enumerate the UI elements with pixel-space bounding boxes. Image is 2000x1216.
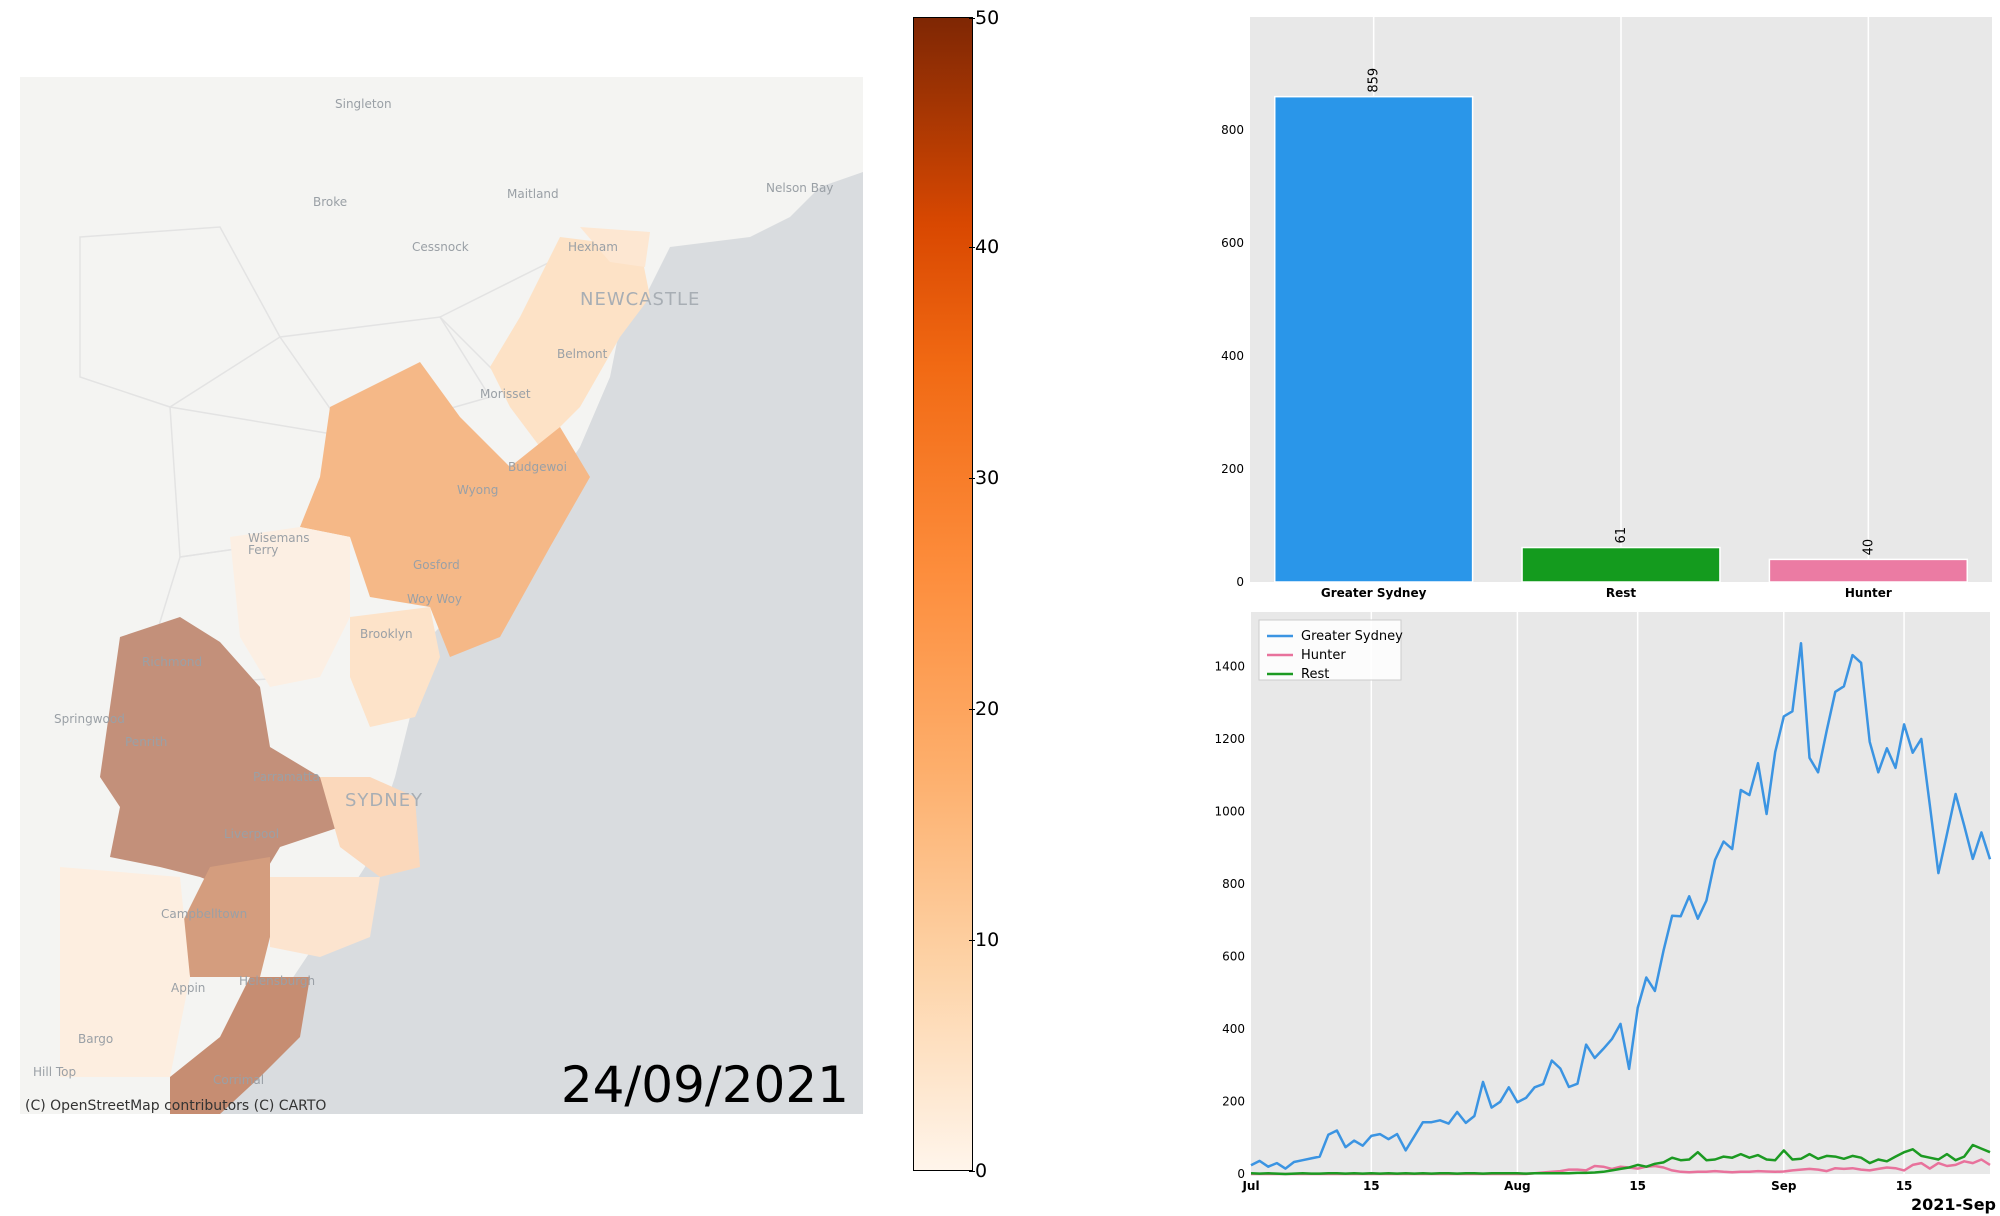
- line-plot-background: [1251, 612, 1990, 1174]
- line-y-tick-label: 400: [1222, 1022, 1245, 1036]
- place-label: Springwood: [54, 712, 125, 726]
- place-label: Cessnock: [412, 240, 469, 254]
- place-label: Singleton: [335, 97, 392, 111]
- region-central-coast: [300, 362, 590, 657]
- map-date: 24/09/2021: [560, 1055, 849, 1114]
- region-sutherland: [270, 877, 380, 957]
- place-label: Belmont: [557, 347, 608, 361]
- colorbar-tick: 30: [968, 467, 1000, 489]
- bar-y-tick-label: 200: [1221, 462, 1244, 476]
- colorbar-tick: 20: [968, 698, 1000, 720]
- region-port-stephens: [580, 227, 650, 267]
- place-label: Corrimal: [213, 1073, 265, 1087]
- bar-category-label: Hunter: [1845, 586, 1892, 600]
- place-label: Morisset: [480, 387, 531, 401]
- place-label: Woy Woy: [407, 592, 463, 606]
- line-y-tick-label: 800: [1222, 877, 1245, 891]
- line-legend: [1258, 619, 1402, 681]
- place-label: Liverpool: [224, 827, 280, 841]
- line-series-rest: [1250, 1143, 1991, 1176]
- place-label: Richmond: [142, 655, 203, 669]
- place-label: Nelson Bay: [766, 181, 834, 195]
- line-y-tick-label: 0: [1237, 1167, 1245, 1181]
- bar-value-label: 40: [1861, 539, 1876, 556]
- line-y-tick-label: 200: [1222, 1094, 1245, 1108]
- bar: [1521, 546, 1721, 583]
- line-x-tick-label: Jul: [1241, 1179, 1259, 1193]
- bar-y-tick-label: 800: [1221, 123, 1244, 137]
- place-label: Hexham: [568, 240, 618, 254]
- colorbar-tick: 50: [968, 7, 1000, 29]
- colorbar-tick: 10: [968, 929, 1000, 951]
- line-x-tick-label: Sep: [1771, 1179, 1797, 1193]
- place-label: Brooklyn: [360, 627, 413, 641]
- legend-label: Rest: [1301, 667, 1329, 682]
- line-y-tick-label: 600: [1222, 949, 1245, 963]
- line-chart: Jul 15 Aug 15 Sep 15 2021-Sep 0 200 400 600 800 1000…: [1214, 612, 1996, 1214]
- map-canvas: [20, 77, 863, 1114]
- place-label: Maitland: [507, 187, 559, 201]
- region-wollondilly: [60, 867, 190, 1077]
- line-x-tick-label: Aug: [1504, 1179, 1530, 1193]
- bar: [1768, 558, 1969, 583]
- region-campbelltown: [180, 857, 270, 977]
- place-label: NEWCASTLE: [580, 289, 701, 310]
- colorbar-tick: 0: [968, 1160, 988, 1182]
- region-western-sydney: [100, 617, 340, 897]
- region-hawkesbury: [230, 527, 350, 687]
- line-x-offset-label: 2021-Sep: [1911, 1195, 1996, 1214]
- bar-value-label: 61: [1614, 527, 1629, 544]
- place-label: Broke: [313, 195, 348, 209]
- bar-category-label: Rest: [1606, 586, 1637, 600]
- map-attribution: (C) OpenStreetMap contributors (C) CARTO: [25, 1098, 327, 1114]
- region-inner-sydney: [320, 777, 420, 877]
- colorbar: [913, 17, 973, 1171]
- line-y-tick-label: 1200: [1214, 732, 1245, 746]
- bar-chart: 0 200 400 600 800 859 Greater Sydney 61 Rest 40 Hu…: [1221, 17, 1992, 600]
- line-series-greater-sydney: [1250, 641, 1992, 1170]
- region-hornsby: [350, 607, 440, 727]
- legend-label: Greater Sydney: [1301, 629, 1403, 644]
- place-label: Campbelltown: [161, 907, 248, 921]
- place-label: Wisemans Ferry: [248, 531, 310, 557]
- choropleth-map: Singleton Broke Maitland Nelson Bay Cess…: [20, 77, 863, 1114]
- region-wollongong: [170, 977, 310, 1114]
- line-y-tick-label: 1000: [1214, 804, 1245, 818]
- bar-y-tick-label: 600: [1221, 236, 1244, 250]
- place-label: Gosford: [413, 558, 460, 572]
- bar-value-label: 859: [1367, 68, 1382, 93]
- place-label: SYDNEY: [345, 790, 424, 811]
- legend-label: Hunter: [1301, 648, 1346, 663]
- line-x-tick-label: 15: [1629, 1179, 1646, 1193]
- place-label: Hill Top: [33, 1065, 77, 1079]
- region-lake-macquarie: [490, 237, 650, 447]
- place-label: Appin: [171, 981, 206, 995]
- place-label: Budgewoi: [508, 460, 567, 474]
- place-label: Wyong: [457, 483, 499, 497]
- bar-y-tick-label: 400: [1221, 349, 1244, 363]
- line-x-tick-label: 15: [1363, 1179, 1380, 1193]
- place-label: Helensburgh: [239, 974, 316, 988]
- line-y-tick-label: 1400: [1214, 659, 1245, 673]
- bar: [1273, 95, 1474, 583]
- colorbar-tick: 40: [968, 236, 1000, 258]
- bar-category-label: Greater Sydney: [1321, 586, 1427, 600]
- bar-y-tick-label: 0: [1236, 575, 1244, 589]
- place-label: Bargo: [78, 1032, 114, 1046]
- line-x-tick-label: 15: [1896, 1179, 1913, 1193]
- place-label: Penrith: [125, 735, 168, 749]
- place-label: Parramatta: [253, 770, 320, 784]
